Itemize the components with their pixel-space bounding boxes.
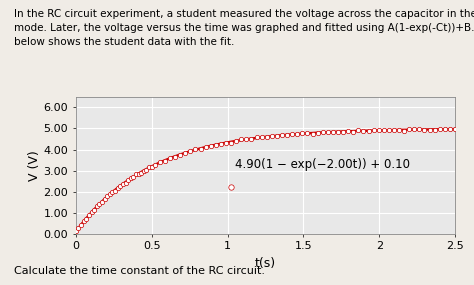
Point — [299, 131, 306, 135]
Point — [237, 137, 245, 141]
Text: 4.90(1 − exp(−2.00t)) + 0.10: 4.90(1 − exp(−2.00t)) + 0.10 — [235, 158, 410, 171]
Point — [151, 163, 158, 168]
Point — [314, 131, 321, 135]
Text: Calculate the time constant of the RC circuit.: Calculate the time constant of the RC ci… — [14, 266, 265, 276]
Point — [140, 168, 147, 173]
Point — [137, 170, 145, 175]
Point — [109, 190, 116, 194]
Point — [304, 131, 311, 136]
Point — [334, 130, 342, 135]
Point — [106, 192, 114, 197]
Point — [127, 176, 135, 181]
Point — [253, 135, 260, 139]
Point — [197, 146, 204, 151]
Point — [370, 128, 377, 132]
Point — [93, 204, 100, 209]
Point — [88, 210, 95, 215]
Point — [436, 127, 444, 132]
X-axis label: t(s): t(s) — [255, 257, 276, 270]
Point — [227, 140, 235, 145]
Point — [148, 164, 155, 169]
Point — [360, 129, 367, 133]
Point — [171, 155, 179, 160]
Point — [293, 132, 301, 136]
Point — [401, 128, 408, 133]
Point — [410, 127, 418, 132]
Point — [202, 144, 210, 149]
Point — [375, 127, 383, 132]
Point — [222, 141, 230, 146]
Point — [380, 128, 388, 133]
Point — [344, 129, 352, 134]
Point — [129, 175, 137, 179]
Point — [132, 172, 140, 176]
Point — [103, 194, 111, 199]
Text: In the RC circuit experiment, a student measured the voltage across the capacito: In the RC circuit experiment, a student … — [14, 9, 474, 46]
Point — [119, 182, 127, 186]
Point — [117, 184, 124, 188]
Point — [421, 128, 428, 132]
Point — [390, 127, 398, 132]
Point — [72, 229, 80, 233]
Point — [135, 171, 142, 176]
Point — [91, 208, 98, 213]
Point — [319, 129, 327, 134]
Point — [395, 128, 403, 132]
Point — [124, 177, 132, 182]
Point — [101, 197, 109, 201]
Point — [191, 147, 199, 151]
Point — [182, 151, 189, 156]
Point — [263, 135, 271, 139]
Point — [111, 188, 119, 193]
Point — [156, 160, 164, 164]
Point — [207, 144, 215, 148]
Y-axis label: V (V): V (V) — [27, 150, 41, 181]
Point — [365, 128, 372, 133]
Point — [273, 134, 281, 138]
Point — [309, 132, 316, 136]
Point — [166, 156, 174, 160]
Point — [405, 127, 413, 132]
Point — [77, 222, 85, 227]
Point — [431, 127, 438, 132]
Point — [80, 219, 88, 223]
Point — [416, 127, 423, 132]
Point — [212, 142, 219, 147]
Point — [355, 128, 362, 133]
Point — [451, 127, 459, 131]
Point — [247, 137, 255, 141]
Point — [122, 180, 129, 185]
Point — [243, 137, 250, 142]
Point — [161, 159, 169, 163]
Point — [324, 130, 332, 135]
Point — [258, 135, 265, 140]
Point — [339, 130, 347, 134]
Point — [288, 132, 296, 137]
Point — [283, 133, 291, 138]
Point — [85, 213, 93, 217]
Point — [227, 185, 234, 189]
Point — [232, 139, 240, 143]
Point — [75, 226, 82, 231]
Point — [217, 142, 225, 146]
Point — [145, 165, 153, 170]
Point — [98, 200, 106, 204]
Point — [441, 127, 449, 131]
Point — [143, 168, 150, 172]
Point — [349, 129, 357, 134]
Point — [329, 130, 337, 135]
Point — [385, 128, 392, 132]
Point — [446, 126, 454, 131]
Point — [114, 185, 121, 190]
Point — [96, 201, 103, 206]
Point — [187, 148, 194, 153]
Point — [268, 134, 275, 139]
Point — [176, 152, 184, 157]
Point — [278, 133, 286, 138]
Point — [82, 216, 90, 221]
Point — [426, 127, 433, 132]
